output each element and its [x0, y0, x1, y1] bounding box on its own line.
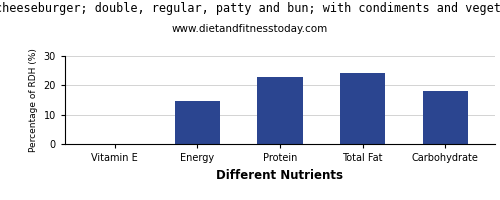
Text: www.dietandfitnesstoday.com: www.dietandfitnesstoday.com [172, 24, 328, 34]
Bar [258, 77, 302, 144]
Y-axis label: Percentage of RDH (%): Percentage of RDH (%) [29, 48, 38, 152]
Bar [422, 91, 468, 144]
Bar [340, 73, 386, 144]
Bar [174, 101, 220, 144]
X-axis label: Different Nutrients: Different Nutrients [216, 169, 344, 182]
Text: cheeseburger; double, regular, patty and bun; with condiments and vegeta: cheeseburger; double, regular, patty and… [0, 2, 500, 15]
